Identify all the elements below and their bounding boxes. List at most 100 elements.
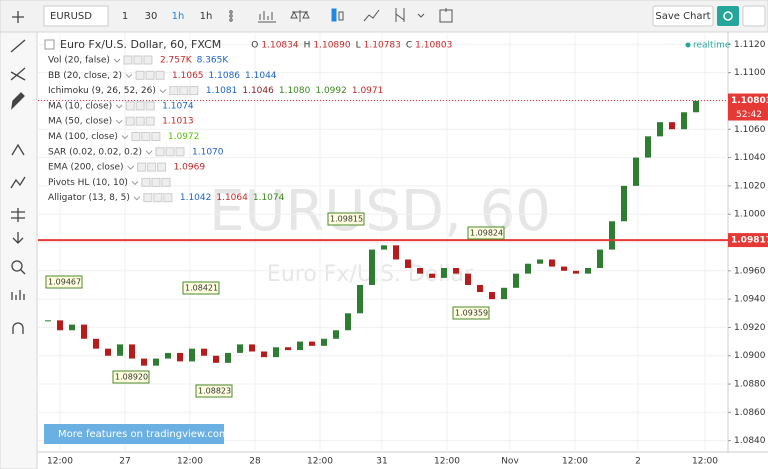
indicator-button[interactable]: [175, 147, 185, 157]
indicator-value: 1.0992: [315, 86, 347, 96]
x-tick-label: 27: [119, 457, 130, 467]
indicator-button[interactable]: [123, 55, 133, 65]
indicator-button[interactable]: [169, 86, 179, 96]
dropdown-icon: [115, 104, 123, 109]
candle: [633, 157, 639, 186]
indicator-button[interactable]: [151, 132, 161, 141]
status-dot: [685, 42, 691, 48]
indicator-name: Pivots HL (10, 10): [48, 178, 128, 188]
symbol-box[interactable]: [43, 5, 109, 27]
indicator-button[interactable]: [145, 101, 155, 111]
indicator-name: Alligator (13, 8, 5): [48, 193, 130, 203]
indicator-button[interactable]: [179, 86, 189, 96]
y-tick-label: 1.0880: [734, 380, 766, 390]
candle: [465, 273, 471, 285]
candle: [453, 267, 459, 274]
indicator-button[interactable]: [135, 70, 145, 80]
candle: [225, 352, 231, 363]
pivot-label: 1.09359: [455, 309, 488, 318]
indicator-button[interactable]: [163, 193, 173, 203]
indicator-button[interactable]: [189, 86, 199, 96]
indicator-button[interactable]: [155, 147, 165, 157]
indicator-button[interactable]: [145, 70, 155, 80]
indicator-button[interactable]: [141, 177, 151, 187]
candle: [249, 344, 255, 352]
promo-text[interactable]: More features on tradingview.com: [58, 429, 229, 440]
x-tick-label: 12:00: [177, 457, 203, 467]
dropdown-icon: [133, 196, 141, 201]
pivot-label: 1.09815: [330, 215, 363, 224]
interval[interactable]: 1h: [200, 11, 213, 22]
dropdown-icon: [113, 58, 121, 63]
indicator-button[interactable]: [125, 101, 135, 111]
toolbar: [0, 0, 768, 33]
candle: [345, 313, 351, 331]
indicator-name: EMA (200, close): [48, 163, 124, 173]
legend-title: Euro Fx/U.S. Dollar, 60, FXCM: [60, 38, 221, 51]
dropdown-icon: [145, 150, 153, 155]
indicator-button[interactable]: [143, 193, 153, 203]
candle: [537, 259, 543, 264]
interval[interactable]: 1: [122, 11, 128, 22]
indicator-button[interactable]: [161, 177, 171, 187]
y-tick-label: 1.1020: [734, 181, 766, 191]
ohlc-key: O: [251, 41, 258, 51]
interval[interactable]: 30: [145, 11, 158, 22]
indicator-button[interactable]: [165, 147, 175, 157]
candle: [393, 245, 399, 260]
candle: [669, 122, 675, 130]
pivot-box: [112, 370, 150, 384]
indicator-button[interactable]: [131, 132, 141, 141]
indicator-button[interactable]: [151, 177, 161, 187]
candle: [525, 263, 531, 274]
candle: [117, 344, 123, 356]
save-button[interactable]: [652, 5, 714, 27]
indicator-button[interactable]: [147, 162, 157, 172]
pivot-box: [45, 275, 83, 289]
candle: [45, 320, 51, 322]
snapshot-button[interactable]: [717, 6, 739, 26]
plot: 1.09467 1.08920 1.08421 1.08823 1.09815 1.098…: [38, 33, 731, 452]
indicator-value: 1.0972: [168, 132, 200, 142]
level-label: 1.09817: [731, 236, 768, 246]
tool-icons[interactable]: [10, 11, 26, 334]
y-tick-label: 1.0920: [734, 323, 766, 333]
candle: [273, 347, 279, 358]
candle: [321, 338, 327, 346]
indicator-button[interactable]: [143, 55, 153, 65]
indicator-button[interactable]: [157, 162, 167, 172]
indicator-button[interactable]: [133, 55, 143, 65]
dropdown-icon: [115, 119, 123, 124]
indicator-value: 1.1074: [162, 101, 194, 111]
ohlc-key: L: [356, 41, 361, 51]
indicator-value: 1.1086: [209, 71, 241, 81]
indicator-button[interactable]: [141, 132, 151, 141]
ohlc-value: 1.10834: [261, 41, 298, 51]
indicator-button[interactable]: [145, 116, 155, 126]
toolbar-icons[interactable]: [229, 8, 453, 23]
fullscreen-button[interactable]: [742, 5, 766, 27]
indicator-name: SAR (0.02, 0.02, 0.2): [48, 147, 142, 157]
candle: [369, 249, 375, 285]
x-tick-label: 12:00: [692, 457, 718, 467]
indicator-name: MA (100, close): [48, 132, 118, 142]
indicator-button[interactable]: [125, 116, 135, 126]
indicator-value: 1.1044: [245, 71, 277, 81]
indicator-button[interactable]: [153, 193, 163, 203]
indicator-value: 1.0969: [174, 163, 206, 173]
x-tick-label: 12:00: [434, 457, 460, 467]
candle: [681, 112, 687, 130]
indicator-button[interactable]: [135, 101, 145, 111]
indicator-value: 1.1080: [279, 86, 311, 96]
candle: [261, 351, 267, 358]
indicator-button[interactable]: [155, 70, 165, 80]
ohlc-value: 1.10890: [313, 41, 350, 51]
status: realtime: [693, 41, 731, 51]
indicator-button[interactable]: [137, 162, 147, 172]
promo-banner[interactable]: [44, 424, 224, 444]
collapse-box: [44, 39, 55, 50]
interval[interactable]: 1h: [172, 11, 185, 22]
indicator-button[interactable]: [135, 116, 145, 126]
y-tick-label: 1.1060: [734, 125, 766, 135]
dropdown-icon: [125, 73, 133, 79]
